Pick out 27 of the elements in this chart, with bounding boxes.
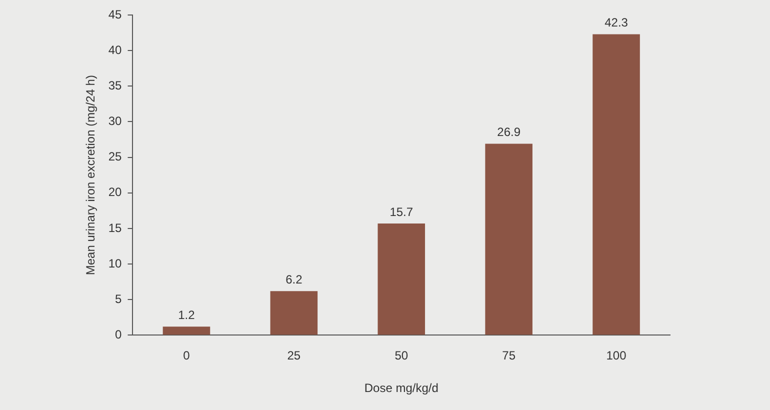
x-axis-title: Dose mg/kg/d: [364, 381, 438, 396]
x-tick-label: 50: [394, 348, 408, 363]
y-tick-label: 10: [108, 256, 122, 270]
bar: [592, 34, 640, 335]
y-tick-label: 40: [108, 42, 122, 57]
y-tick-label: 25: [108, 150, 122, 164]
data-label: 15.7: [390, 204, 414, 219]
x-tick-label: 25: [287, 348, 301, 363]
y-tick-label: 5: [115, 292, 122, 306]
y-tick-label: 30: [108, 114, 122, 128]
y-tick-label: 45: [108, 7, 122, 22]
x-tick-label: 0: [183, 348, 190, 363]
y-tick-label: 0: [115, 328, 122, 342]
y-tick-label: 35: [108, 78, 122, 92]
data-label: 26.9: [497, 125, 521, 140]
y-tick-label: 15: [108, 220, 122, 235]
bar: [378, 223, 426, 335]
bar: [485, 144, 532, 335]
bar: [162, 326, 210, 335]
x-tick-label: 75: [502, 348, 516, 363]
x-tick-label: 100: [606, 348, 627, 363]
y-axis-title: Mean urinary iron excretion (mg/24 h): [84, 75, 98, 276]
data-label: 6.2: [286, 272, 303, 286]
data-label: 1.2: [178, 308, 196, 322]
bar: [270, 291, 318, 335]
y-tick-label: 20: [108, 185, 122, 200]
data-label: 42.3: [604, 16, 628, 30]
